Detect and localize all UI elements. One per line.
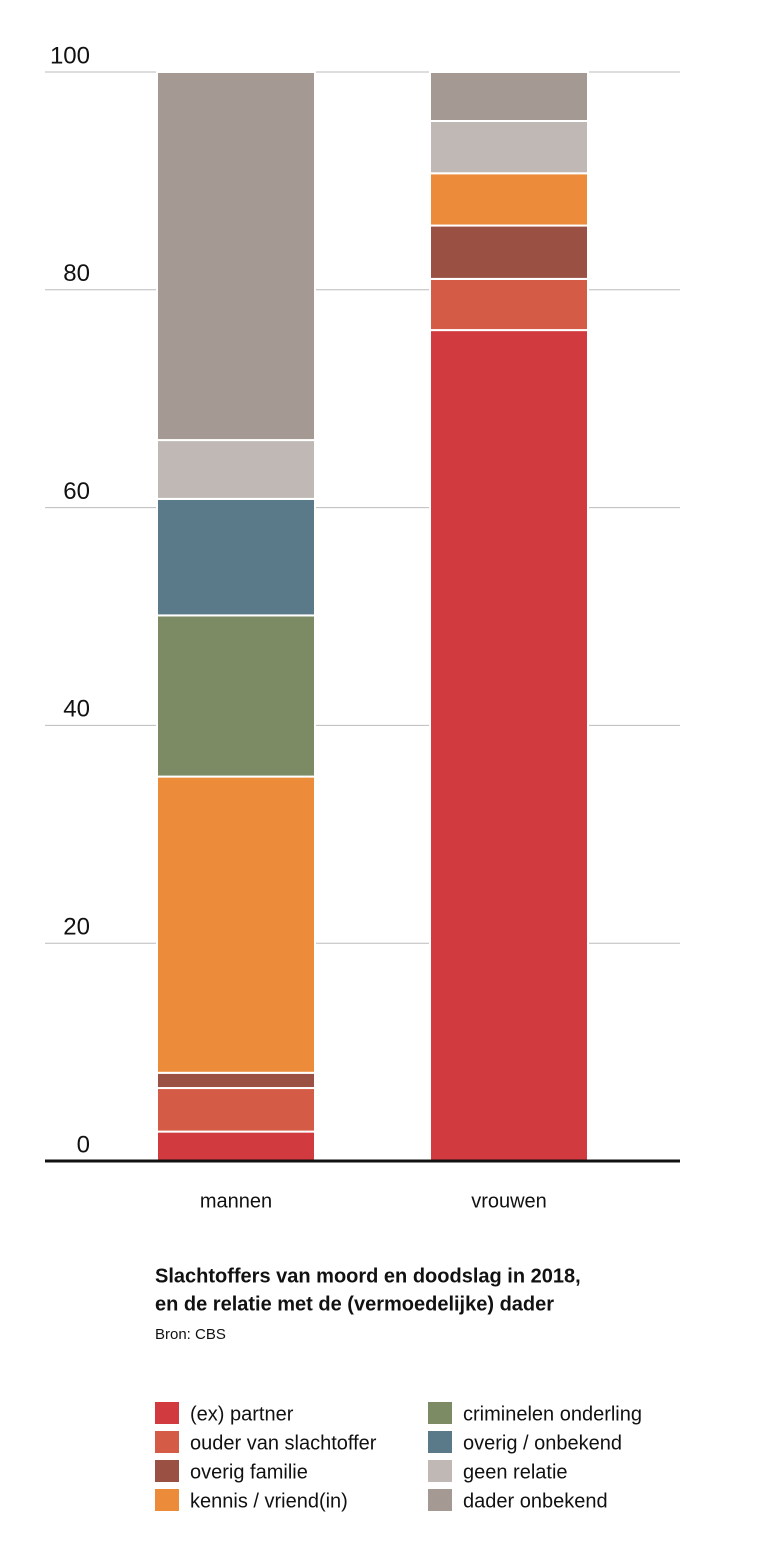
y-tick-label: 40 — [63, 696, 90, 723]
source: Bron: CBS — [155, 1326, 226, 1343]
y-tick-label: 60 — [63, 478, 90, 505]
bar-segment — [156, 497, 316, 617]
bar-segment — [156, 1071, 316, 1090]
bar-segment — [156, 1130, 316, 1163]
bar-segment — [156, 614, 316, 778]
y-tick-label: 0 — [77, 1131, 90, 1158]
legend-swatch — [428, 1489, 452, 1511]
legend-label: kennis / vriend(in) — [190, 1490, 348, 1512]
legend-label: overig / onbekend — [463, 1432, 622, 1454]
legend-swatch — [428, 1431, 452, 1453]
bar-segment — [429, 172, 589, 227]
legend-swatch — [428, 1460, 452, 1482]
x-tick-label: vrouwen — [471, 1190, 547, 1212]
bar-segment — [429, 120, 589, 175]
legend-label: ouder van slachtoffer — [190, 1432, 377, 1454]
legend-swatch — [155, 1431, 179, 1453]
legend-label: overig familie — [190, 1461, 308, 1483]
bar-segment — [429, 329, 589, 1162]
legend-swatch — [155, 1402, 179, 1424]
x-tick-label: mannen — [200, 1190, 272, 1212]
legend-swatch — [428, 1402, 452, 1424]
y-tick-label: 80 — [63, 260, 90, 287]
bar-segment — [429, 71, 589, 123]
bar-segment — [156, 1087, 316, 1133]
legend-swatch — [155, 1489, 179, 1511]
legend-swatch — [155, 1460, 179, 1482]
bar-segment — [156, 71, 316, 442]
legend-label: geen relatie — [463, 1461, 568, 1483]
y-tick-label: 20 — [63, 914, 90, 941]
legend-label: dader onbekend — [463, 1490, 608, 1512]
chart-title: en de relatie met de (vermoedelijke) dad… — [155, 1293, 554, 1315]
legend-label: (ex) partner — [190, 1403, 294, 1425]
legend-label: criminelen onderling — [463, 1403, 642, 1425]
chart-title: Slachtoffers van moord en doodslag in 20… — [155, 1265, 581, 1287]
bar-segment — [429, 277, 589, 332]
bar-segment — [156, 439, 316, 500]
y-tick-label: 100 — [50, 42, 90, 69]
bar-segment — [156, 775, 316, 1074]
bar-segment — [429, 224, 589, 280]
